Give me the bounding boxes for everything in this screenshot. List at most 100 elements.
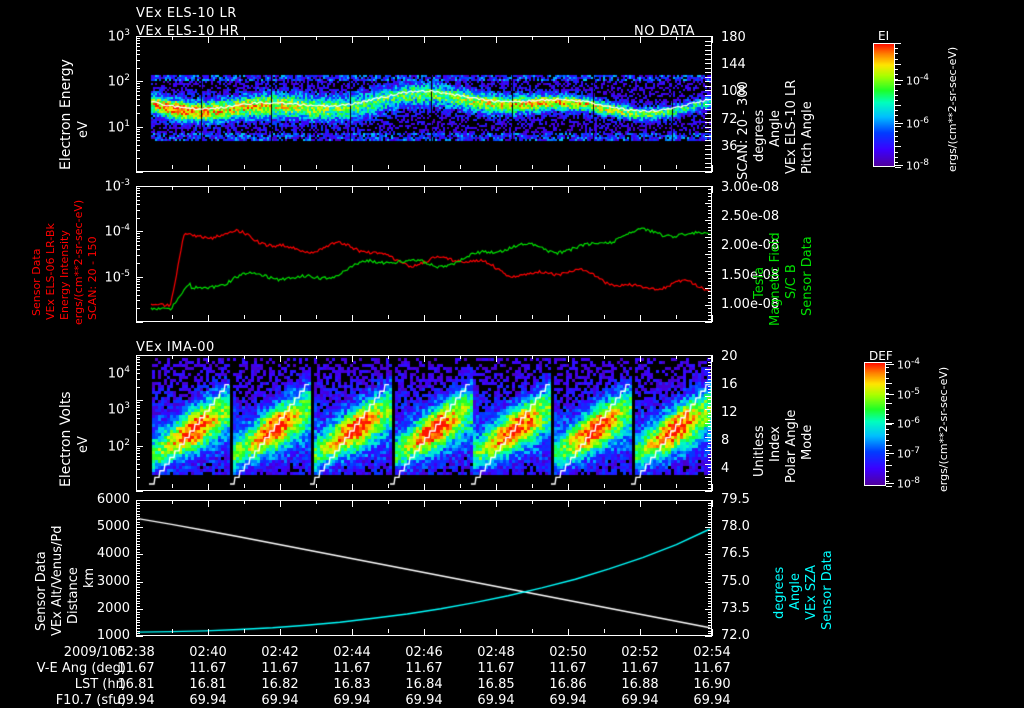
axis-tick — [280, 165, 281, 172]
axis-tick — [708, 560, 712, 561]
axis-tick — [460, 355, 461, 359]
axis-tick — [708, 268, 712, 269]
axis-tick — [316, 186, 317, 190]
axis-tick — [708, 72, 712, 73]
colorbar-tick — [895, 157, 898, 158]
axis-tick — [708, 68, 712, 69]
axis-tick — [352, 36, 353, 43]
axis-tick — [705, 172, 712, 173]
axis-tick — [172, 315, 173, 319]
colorbar-tick — [886, 440, 889, 441]
axis-tick — [316, 500, 317, 504]
bottom-cell: 69.94 — [549, 693, 587, 708]
colorbar-tick — [886, 362, 892, 363]
axis-tick — [136, 631, 140, 632]
axis-tick — [136, 263, 140, 264]
bottom-cell: 69.94 — [621, 693, 659, 708]
axis-tick — [640, 484, 641, 491]
colorbar-tick-major — [886, 453, 894, 454]
axis-tick — [708, 420, 712, 421]
bottom-cell: 69.94 — [189, 693, 227, 708]
axis-tick — [136, 284, 140, 285]
panel1-right-label-2: VEx ELS-10 LR — [784, 79, 799, 174]
axis-tick — [712, 36, 713, 43]
colorbar-ei — [873, 43, 895, 167]
colorbar-tick — [886, 486, 892, 487]
axis-tick — [705, 153, 709, 155]
colorbar-tick-major — [895, 165, 903, 166]
axis-tick — [388, 484, 389, 488]
axis-tick — [708, 467, 712, 468]
axis-tick — [708, 217, 712, 218]
axis-tick-label: 103 — [107, 401, 130, 418]
axis-tick — [388, 500, 389, 504]
axis-tick — [136, 190, 140, 191]
axis-tick — [136, 81, 143, 82]
axis-tick — [136, 405, 140, 406]
axis-tick — [244, 315, 245, 319]
bottom-row-label: 2009/105 — [63, 645, 126, 660]
axis-tick — [708, 240, 712, 241]
axis-tick — [136, 535, 140, 536]
axis-tick — [708, 257, 712, 258]
axis-tick — [705, 118, 712, 119]
panel4-left-label-1: Sensor Data — [34, 551, 49, 631]
axis-tick — [708, 122, 712, 123]
colorbar-tick — [895, 136, 898, 137]
panel1-right-label-5: SCAN: 20 - 300 — [736, 81, 751, 180]
axis-tick — [708, 167, 712, 168]
panel4-right-label-3: Angle — [788, 573, 803, 610]
axis-tick — [568, 36, 569, 43]
colorbar-tick — [886, 403, 892, 404]
axis-tick — [136, 46, 140, 47]
axis-tick — [388, 186, 389, 190]
axis-tick — [640, 186, 641, 193]
axis-tick — [705, 382, 712, 383]
axis-tick — [316, 484, 317, 488]
axis-tick — [388, 355, 389, 359]
axis-tick — [705, 491, 712, 492]
axis-tick-label: 4 — [721, 460, 730, 476]
axis-tick — [676, 186, 677, 190]
panel3-right-label-3: Index — [768, 426, 783, 462]
axis-tick — [708, 386, 712, 387]
panel4-right-label-2: VEx SZA — [804, 565, 819, 620]
axis-tick — [532, 36, 533, 40]
axis-tick — [640, 500, 641, 507]
axis-tick-label: 8 — [721, 432, 730, 448]
axis-tick — [136, 519, 140, 520]
axis-tick — [676, 315, 677, 319]
axis-tick — [136, 459, 140, 460]
axis-tick-label: 144 — [721, 57, 746, 73]
axis-tick — [640, 629, 641, 636]
colorbar-tick — [895, 95, 898, 96]
axis-tick — [136, 172, 143, 173]
axis-tick — [640, 315, 641, 322]
bottom-cell: 02:46 — [405, 645, 443, 660]
axis-tick — [352, 355, 353, 362]
axis-tick — [460, 484, 461, 488]
axis-tick — [136, 91, 140, 92]
axis-tick — [708, 251, 712, 252]
axis-tick — [424, 355, 425, 362]
colorbar-ei-gradient — [874, 44, 894, 166]
axis-tick — [708, 592, 712, 593]
axis-tick-label: 101 — [107, 118, 130, 135]
axis-tick — [136, 628, 140, 629]
colorbar-tick — [886, 445, 892, 446]
axis-tick — [136, 193, 140, 194]
axis-tick — [532, 484, 533, 488]
axis-tick — [708, 516, 712, 517]
colorbar-tick — [895, 141, 898, 142]
bottom-cell: 16.85 — [477, 677, 515, 692]
axis-tick — [136, 571, 140, 572]
axis-tick — [496, 629, 497, 636]
axis-tick — [136, 238, 140, 239]
axis-tick — [708, 622, 712, 623]
axis-tick — [136, 469, 140, 470]
axis-tick — [708, 362, 712, 363]
panel2-left-label-3: Energy Intensity — [58, 230, 71, 320]
axis-tick — [316, 165, 317, 169]
colorbar-tick — [886, 414, 889, 415]
axis-tick — [708, 503, 712, 504]
